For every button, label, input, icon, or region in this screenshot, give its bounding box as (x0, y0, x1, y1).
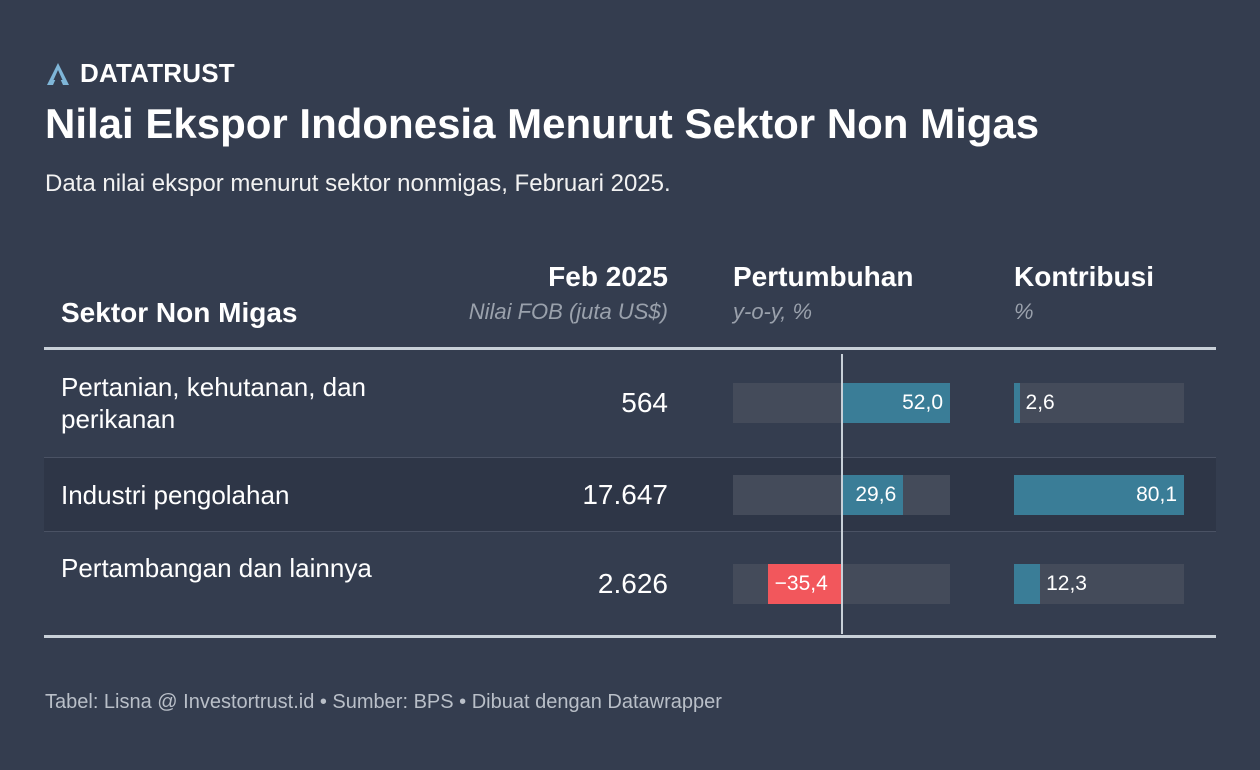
row-separator (44, 457, 1216, 458)
growth-bar (767, 564, 842, 604)
contribution-label: 12,3 (1046, 572, 1087, 595)
sector-name: Pertanian, kehutanan, dan perikanan (61, 372, 367, 434)
growth-label: 29,6 (855, 483, 897, 506)
contribution-bar (1014, 564, 1041, 604)
footer-credit: Tabel: Lisna @ Investortrust.id • Sumber… (45, 691, 722, 713)
header-value-label: Feb 2025 (548, 261, 668, 292)
growth-bar (841, 383, 950, 423)
contribution-bar (1014, 383, 1020, 423)
export-value: 564 (621, 387, 668, 418)
chart-title: Nilai Ekspor Indonesia Menurut Sektor No… (45, 100, 1040, 147)
export-value: 17.647 (582, 479, 668, 510)
brand-name: DATATRUST (80, 58, 235, 88)
growth-zero-line (840, 354, 843, 634)
growth-label: 52,0 (902, 391, 943, 414)
header-value[interactable]: Feb 2025 Nilai FOB (juta US$) (469, 261, 668, 325)
header-growth-sublabel: y-o-y, % (733, 299, 813, 324)
bottom-rule (44, 635, 1216, 638)
header-contribution[interactable]: Kontribusi % (1014, 261, 1154, 325)
header-sector-label: Sektor Non Migas (61, 297, 298, 328)
header-value-sublabel: Nilai FOB (juta US$) (468, 299, 668, 324)
header-contribution-label: Kontribusi (1014, 261, 1154, 292)
contribution-bar (1014, 475, 1184, 515)
growth-bar (841, 475, 904, 515)
header-contribution-sublabel: % (1014, 299, 1034, 324)
sector-name: Industri pengolahan (61, 480, 290, 510)
contribution-label: 80,1 (1136, 483, 1177, 506)
header-growth[interactable]: Pertumbuhan y-o-y, % (733, 261, 913, 325)
export-value: 2.626 (597, 567, 668, 599)
row-separator (44, 531, 1216, 532)
datatrust-logo-icon (47, 62, 69, 85)
brand: DATATRUST (46, 58, 235, 89)
chart-subtitle: Data nilai ekspor menurut sektor nonmiga… (45, 170, 671, 197)
contribution-track (1014, 564, 1184, 604)
growth-label: −35,4 (774, 572, 828, 595)
header-sector[interactable]: Sektor Non Migas (61, 297, 297, 329)
header-rule (44, 347, 1216, 350)
header-growth-label: Pertumbuhan (733, 261, 914, 292)
contribution-track (1014, 383, 1184, 423)
sector-name: Pertambangan dan lainnya (61, 552, 372, 583)
contribution-label: 2,6 (1025, 391, 1055, 414)
